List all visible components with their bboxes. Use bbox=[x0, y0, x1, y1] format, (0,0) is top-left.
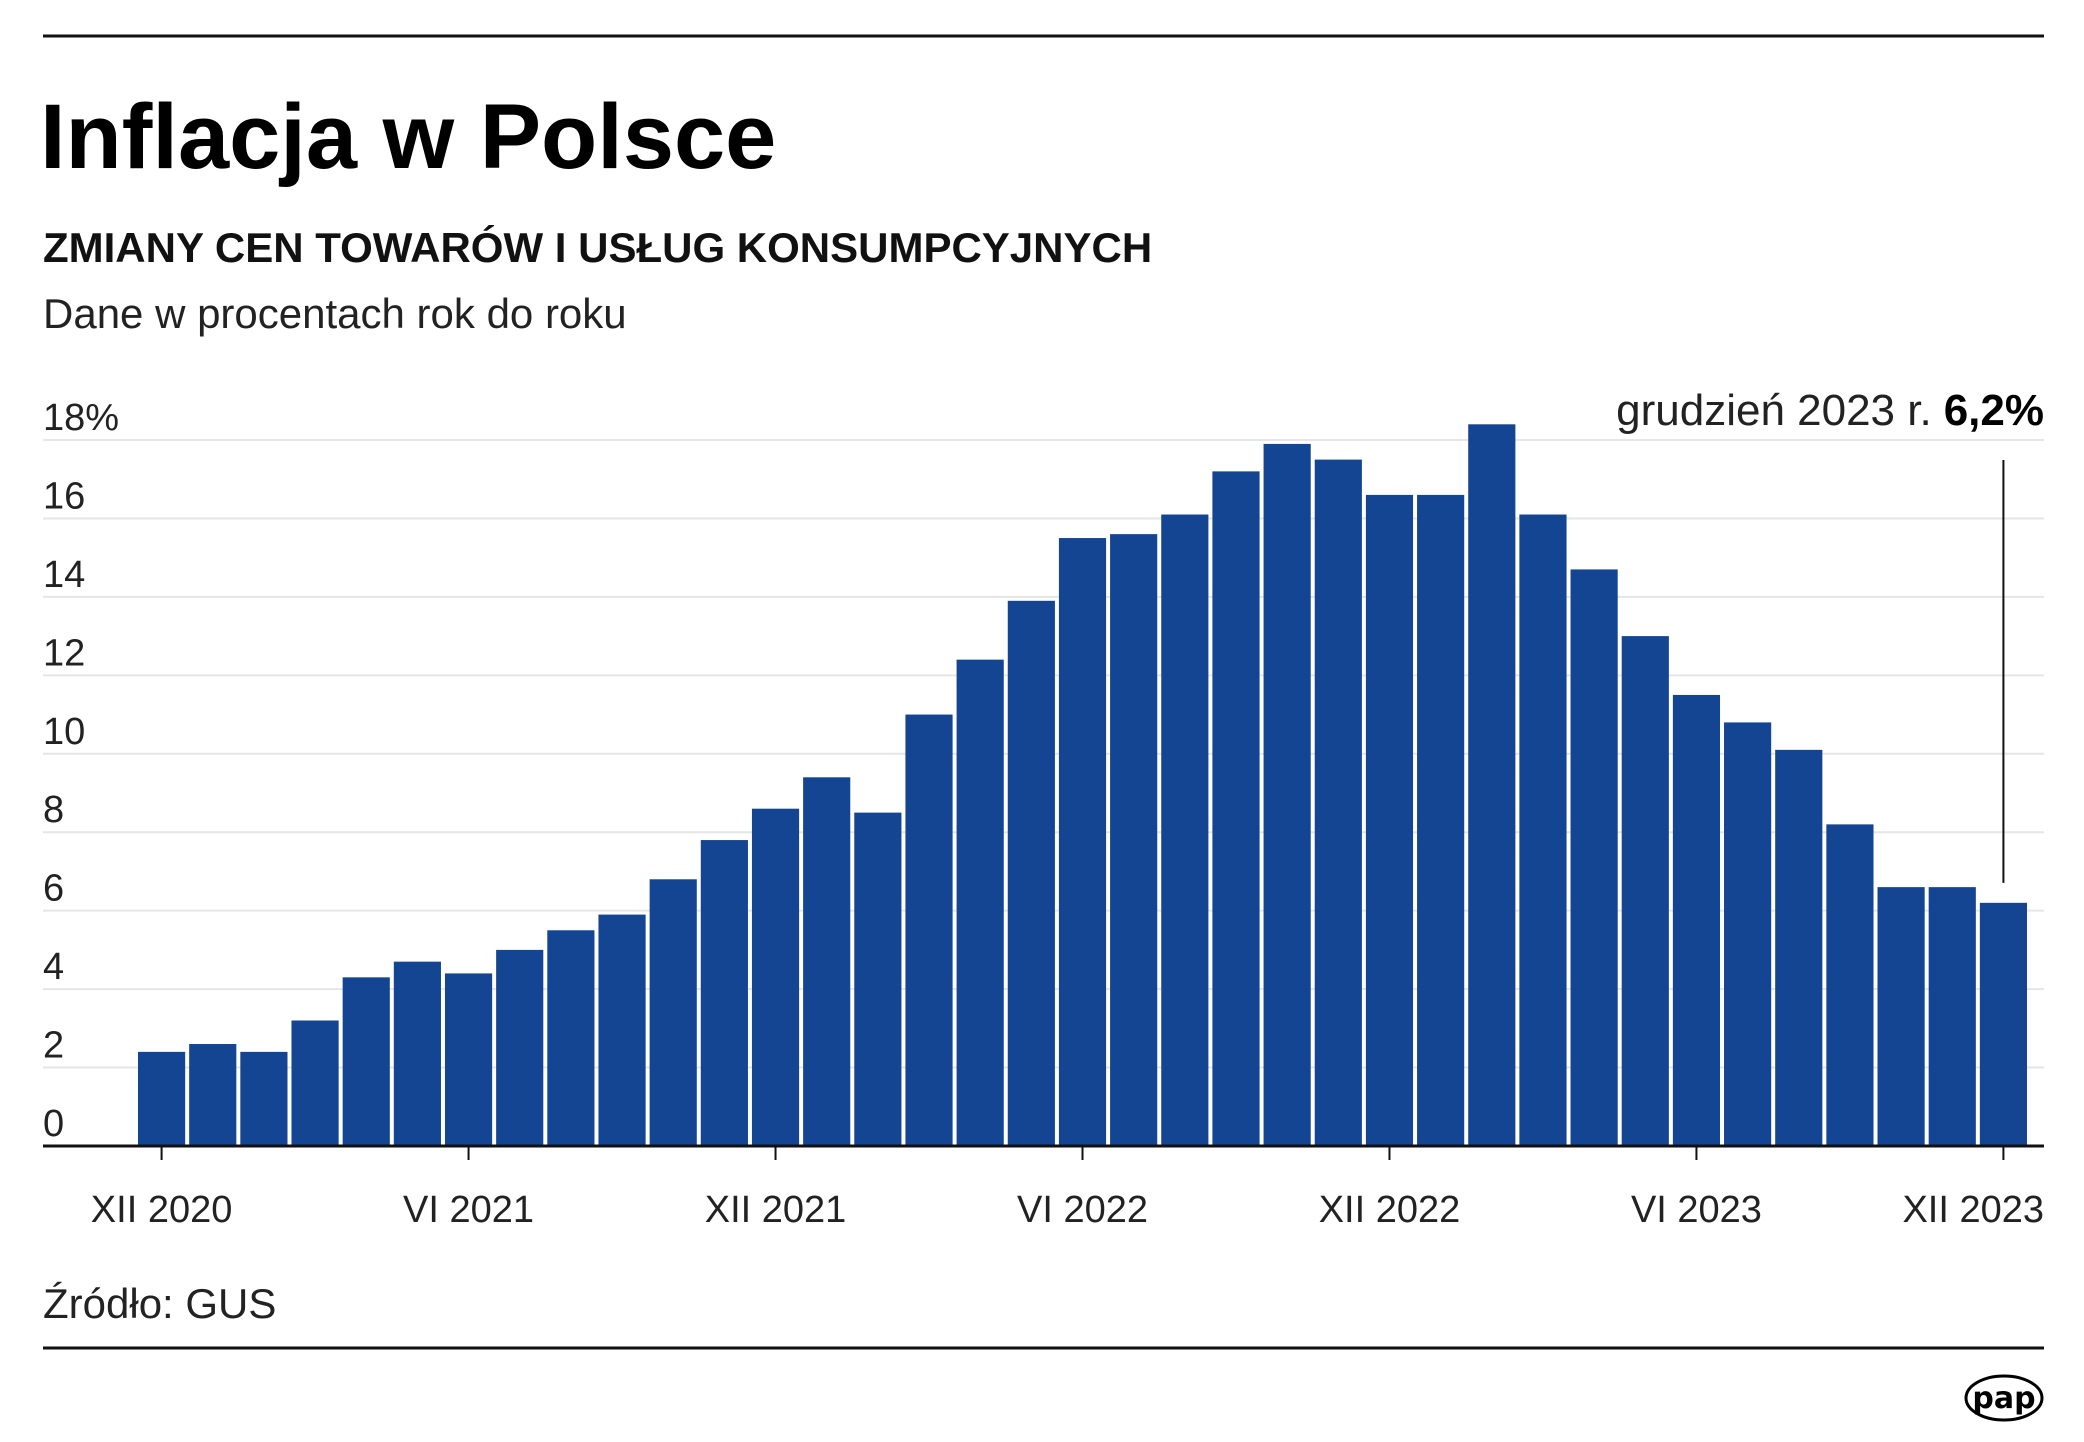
bar-VIII-2023 bbox=[1775, 749, 1823, 1146]
bar-IV-2021 bbox=[342, 977, 390, 1146]
bar-XI-2023 bbox=[1928, 887, 1976, 1146]
bar-III-2021 bbox=[291, 1020, 339, 1146]
bar-VI-2022 bbox=[1058, 538, 1107, 1146]
x-tick-label: VI 2023 bbox=[1631, 1189, 1762, 1231]
page-title: Inflacja w Polsce bbox=[40, 86, 776, 188]
subtitle: ZMIANY CEN TOWARÓW I USŁUG KONSUMPCYJNYC… bbox=[43, 223, 1152, 271]
bar-V-2021 bbox=[393, 961, 441, 1146]
annotation: grudzień 2023 r. 6,2% bbox=[1616, 386, 2044, 435]
bar-VII-2021 bbox=[496, 949, 544, 1146]
bar-VI-2023 bbox=[1672, 694, 1721, 1146]
bar-IV-2022 bbox=[956, 659, 1004, 1146]
bar-XII-2022 bbox=[1365, 494, 1414, 1146]
annotation-label: grudzień 2023 r. bbox=[1616, 386, 1932, 435]
bar-I-2021 bbox=[189, 1044, 237, 1146]
bar-VIII-2022 bbox=[1161, 514, 1209, 1146]
bar-VII-2022 bbox=[1110, 534, 1158, 1146]
y-tick-label: 12 bbox=[43, 632, 85, 674]
bar-XII-2023 bbox=[1979, 902, 2027, 1146]
bar-II-2021 bbox=[240, 1051, 288, 1146]
bar-XI-2021 bbox=[700, 840, 748, 1146]
bar-VIII-2021 bbox=[547, 930, 595, 1146]
x-axis-labels: XII 2020 VI 2021 XII 2021 VI 2022 XII 2022 VI… bbox=[91, 1146, 2044, 1231]
bar-III-2022 bbox=[905, 714, 953, 1146]
bar-XI-2022 bbox=[1314, 459, 1362, 1147]
pap-logo: pap bbox=[1964, 1374, 2044, 1422]
bar-IX-2023 bbox=[1826, 824, 1874, 1146]
y-tick-label: 6 bbox=[43, 868, 64, 910]
bar-III-2023 bbox=[1519, 514, 1567, 1146]
y-tick-label: 10 bbox=[43, 711, 85, 753]
bar-XII-2021 bbox=[751, 808, 800, 1146]
bar-IX-2021 bbox=[598, 914, 646, 1146]
y-tick-label: 0 bbox=[43, 1103, 64, 1145]
bar-II-2022 bbox=[854, 812, 902, 1146]
description: Dane w procentach rok do roku bbox=[43, 290, 627, 337]
annotation-value: 6,2% bbox=[1944, 386, 2044, 435]
bar-VI-2021 bbox=[444, 973, 493, 1146]
y-tick-label: 18% bbox=[43, 397, 119, 439]
bar-X-2022 bbox=[1263, 443, 1311, 1146]
y-tick-label: 14 bbox=[43, 554, 85, 596]
y-tick-label: 16 bbox=[43, 475, 85, 517]
bar-VII-2023 bbox=[1724, 722, 1772, 1146]
y-axis-labels: 0 2 4 6 8 10 12 14 16 18% bbox=[43, 397, 119, 1145]
svg-text:pap: pap bbox=[1972, 1381, 2035, 1416]
x-tick-label: XII 2020 bbox=[91, 1189, 233, 1231]
y-tick-label: 8 bbox=[43, 789, 64, 831]
bar-IV-2023 bbox=[1570, 569, 1618, 1146]
x-tick-label: XII 2021 bbox=[705, 1189, 847, 1231]
x-tick-label: VI 2022 bbox=[1017, 1189, 1148, 1231]
bar-V-2022 bbox=[1007, 600, 1055, 1146]
bar-II-2023 bbox=[1468, 424, 1516, 1146]
bar-X-2023 bbox=[1877, 887, 1925, 1146]
bar-I-2022 bbox=[803, 777, 851, 1146]
bar-I-2023 bbox=[1417, 494, 1465, 1146]
x-tick-label: XII 2023 bbox=[1902, 1189, 2044, 1231]
bar-V-2023 bbox=[1621, 636, 1669, 1146]
y-tick-label: 4 bbox=[43, 946, 64, 988]
source: Źródło: GUS bbox=[43, 1280, 276, 1327]
x-tick-label: VI 2021 bbox=[403, 1189, 534, 1231]
bars bbox=[138, 424, 2027, 1147]
bar-IX-2022 bbox=[1212, 471, 1260, 1146]
bar-XII-2020 bbox=[138, 1051, 186, 1146]
bar-X-2021 bbox=[649, 879, 697, 1146]
y-tick-label: 2 bbox=[43, 1025, 64, 1067]
x-tick-label: XII 2022 bbox=[1319, 1189, 1461, 1231]
